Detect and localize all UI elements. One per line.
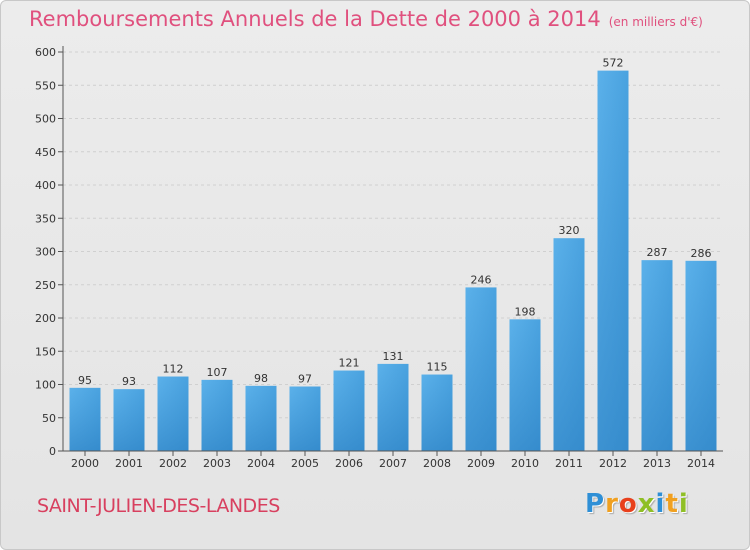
data-label-2005: 97: [298, 372, 312, 385]
bar-shade-2005: [289, 386, 321, 451]
logo-letter: i: [678, 489, 689, 519]
bar-shade-2013: [641, 260, 673, 451]
y-tick-label: 450: [35, 146, 56, 159]
y-tick-label: 250: [35, 279, 56, 292]
logo-letter: x: [637, 489, 656, 519]
bar-shade-2008: [421, 374, 453, 451]
y-tick-label: 400: [35, 179, 56, 192]
bar-shade-2001: [113, 389, 145, 451]
proxiti-logo[interactable]: Proxiti: [585, 489, 689, 519]
commune-name: SAINT-JULIEN-DES-LANDES: [37, 495, 280, 517]
y-tick-label: 50: [42, 412, 56, 425]
y-tick-label: 350: [35, 212, 56, 225]
logo-letter: i: [655, 489, 666, 519]
y-tick-label: 300: [35, 246, 56, 259]
y-tick-label: 600: [35, 46, 56, 59]
data-label-2008: 115: [427, 361, 448, 374]
axes: 0 50 100 150 200 250 300 350 400 450 500 550 600 2000…: [35, 46, 723, 470]
bar-shade-2004: [245, 385, 277, 451]
x-tick-label-2004: 2004: [247, 457, 275, 470]
x-tick-label-2007: 2007: [379, 457, 407, 470]
data-label-2013: 287: [647, 246, 668, 259]
x-tick-label-2003: 2003: [203, 457, 231, 470]
x-tick-label-2014: 2014: [687, 457, 715, 470]
data-label-2014: 286: [691, 247, 712, 260]
chart-subtitle: (en milliers d'€): [608, 15, 703, 29]
data-label-2007: 131: [383, 350, 404, 363]
x-tick-label-2010: 2010: [511, 457, 539, 470]
x-tick-label-2001: 2001: [115, 457, 143, 470]
bar-shade-2009: [465, 287, 497, 451]
x-tick-label-2009: 2009: [467, 457, 495, 470]
data-label-2004: 98: [254, 372, 268, 385]
data-label-2010: 198: [515, 305, 536, 318]
x-tick-label-2011: 2011: [555, 457, 583, 470]
y-tick-label: 500: [35, 113, 56, 126]
data-label-2011: 320: [559, 224, 580, 237]
y-tick-label: 0: [49, 445, 56, 458]
logo-letter: P: [585, 489, 606, 519]
x-tick-label-2008: 2008: [423, 457, 451, 470]
bar-shade-2006: [333, 370, 365, 451]
logo-letter: r: [605, 489, 619, 519]
bar-shade-2003: [201, 379, 233, 451]
bars: 95 93 112 107 98 97 121 131 115 246 198 320 572 287 28…: [69, 57, 717, 452]
bar-shade-2010: [509, 319, 541, 451]
data-label-2012: 572: [603, 57, 624, 70]
data-label-2000: 95: [78, 374, 92, 387]
y-tick-label: 150: [35, 345, 56, 358]
chart-title: Remboursements Annuels de la Dette de 20…: [29, 7, 703, 31]
y-tick-label: 550: [35, 79, 56, 92]
data-label-2001: 93: [122, 375, 136, 388]
chart-title-text: Remboursements Annuels de la Dette de 20…: [29, 7, 601, 31]
logo-letter: t: [665, 489, 679, 519]
x-tick-label-2005: 2005: [291, 457, 319, 470]
data-label-2006: 121: [339, 357, 360, 370]
data-label-2009: 246: [471, 273, 492, 286]
x-tick-label-2002: 2002: [159, 457, 187, 470]
data-label-2002: 112: [163, 363, 184, 376]
data-label-2003: 107: [207, 366, 228, 379]
bar-shade-2000: [69, 387, 101, 451]
x-tick-label-2012: 2012: [599, 457, 627, 470]
bar-shade-2007: [377, 363, 409, 451]
logo-letter: o: [618, 489, 638, 519]
bar-shade-2014: [685, 260, 717, 451]
x-tick-label-2013: 2013: [643, 457, 671, 470]
bar-shade-2002: [157, 376, 189, 451]
x-tick-label-2000: 2000: [71, 457, 99, 470]
bar-shade-2012: [597, 70, 629, 452]
bar-shade-2011: [553, 238, 585, 451]
y-tick-label: 100: [35, 379, 56, 392]
y-tick-label: 200: [35, 312, 56, 325]
x-tick-label-2006: 2006: [335, 457, 363, 470]
